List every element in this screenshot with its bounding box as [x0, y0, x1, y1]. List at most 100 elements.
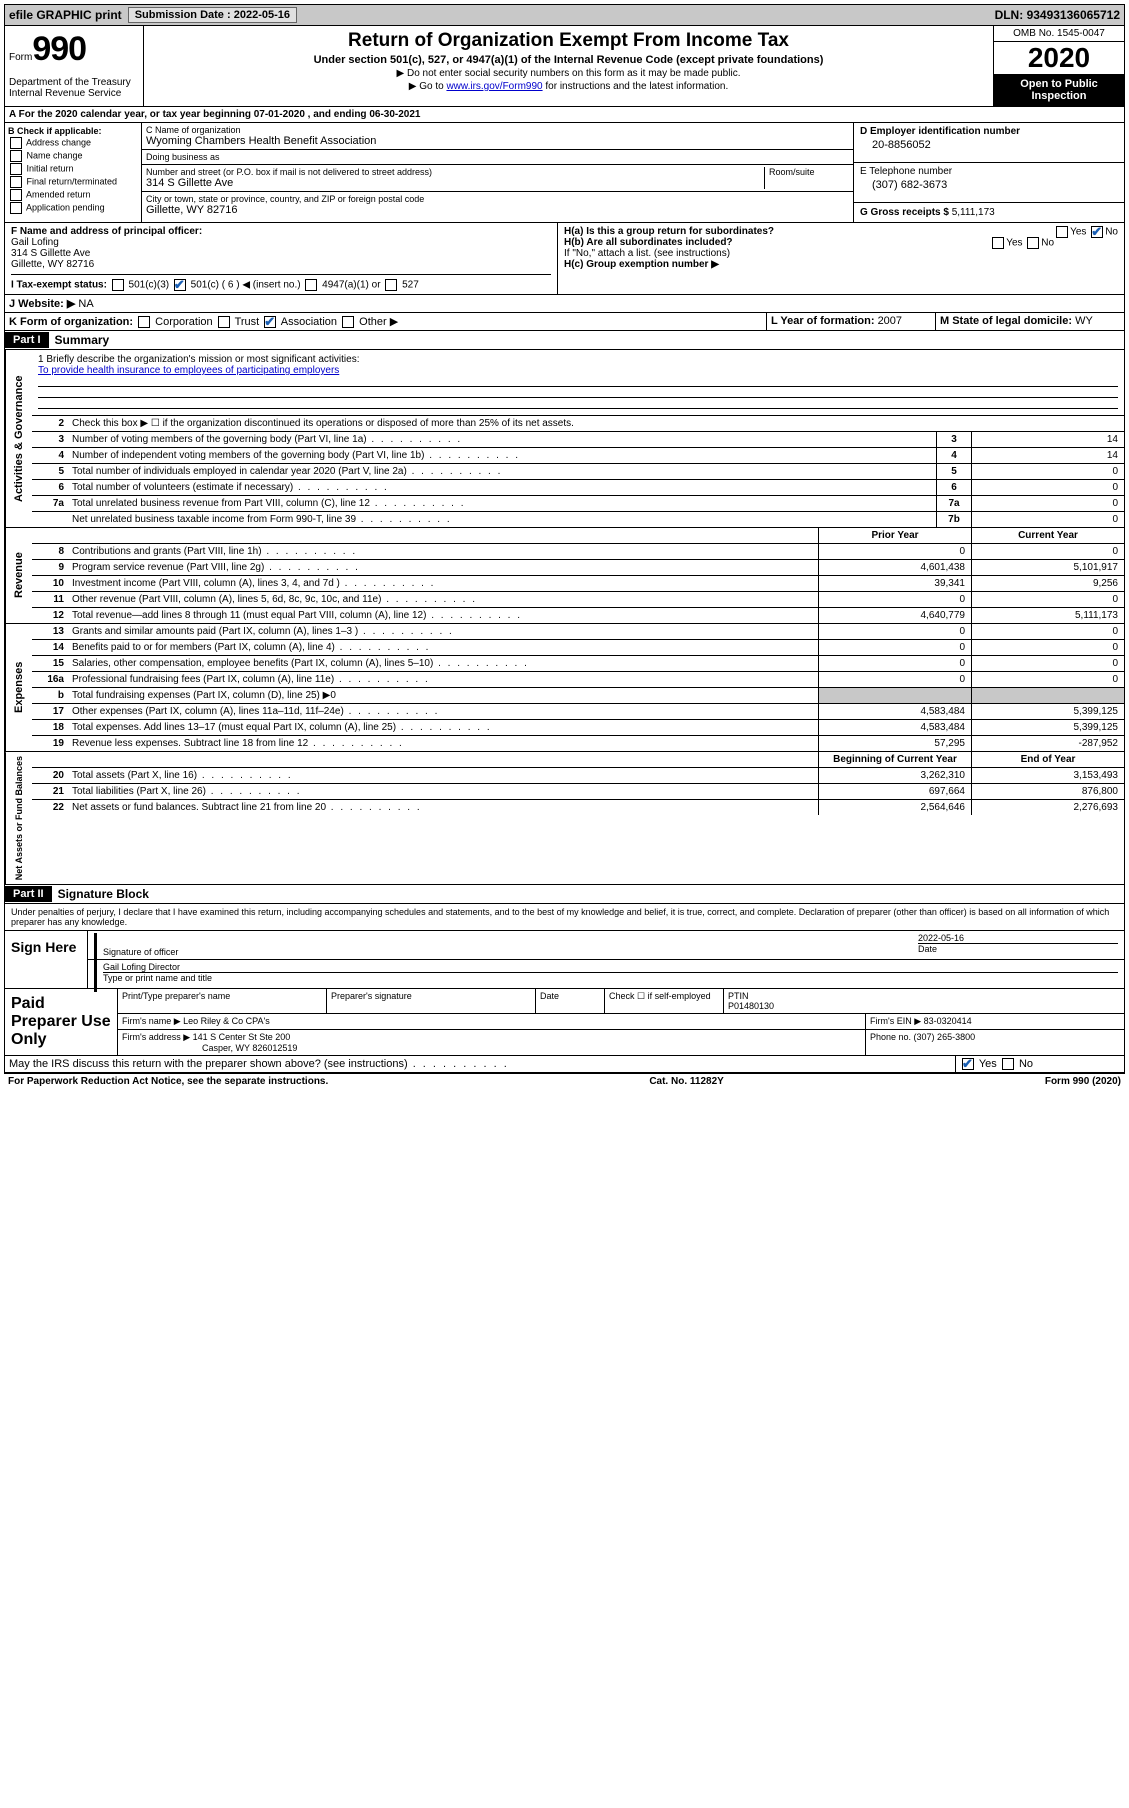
cb-application[interactable]: Application pending	[8, 202, 138, 214]
line-desc: Net unrelated business taxable income fr…	[68, 512, 936, 527]
efile-label: efile GRAPHIC print	[9, 8, 122, 22]
line-value-prior: 39,341	[818, 576, 971, 591]
line-desc: Salaries, other compensation, employee b…	[68, 656, 818, 671]
line-desc: Benefits paid to or for members (Part IX…	[68, 640, 818, 655]
line-num: 21	[32, 784, 68, 799]
table-row: 18 Total expenses. Add lines 13–17 (must…	[32, 720, 1124, 736]
cb-hb-yes[interactable]	[992, 237, 1004, 249]
table-row: 9 Program service revenue (Part VIII, li…	[32, 560, 1124, 576]
top-bar: efile GRAPHIC print Submission Date : 20…	[4, 4, 1125, 26]
line-desc: Total fundraising expenses (Part IX, col…	[68, 688, 818, 703]
cb-name-change[interactable]: Name change	[8, 150, 138, 162]
line-value-current: 5,399,125	[971, 704, 1124, 719]
sig-date-value: 2022-05-16	[918, 933, 1118, 943]
line-box: 6	[936, 480, 971, 495]
dba-label: Doing business as	[146, 152, 849, 162]
line-value-prior	[818, 688, 971, 703]
cb-ha-yes[interactable]	[1056, 226, 1068, 238]
cb-address-change[interactable]: Address change	[8, 137, 138, 149]
current-year-header: Current Year	[971, 528, 1124, 543]
line-value-prior: 0	[818, 672, 971, 687]
line-num: 14	[32, 640, 68, 655]
discuss-text: May the IRS discuss this return with the…	[9, 1058, 509, 1070]
sig-arrow-icon-2	[94, 962, 97, 992]
year-formation-label: L Year of formation:	[771, 315, 878, 327]
room-suite-label: Room/suite	[764, 167, 849, 189]
expenses-label: Expenses	[5, 624, 32, 751]
cb-association[interactable]	[264, 316, 276, 328]
year-formation: 2007	[878, 315, 902, 327]
cb-corporation[interactable]	[138, 316, 150, 328]
cb-501c[interactable]	[174, 279, 186, 291]
cb-hb-no[interactable]	[1027, 237, 1039, 249]
part2-row: Part II Signature Block	[4, 885, 1125, 904]
cb-discuss-yes[interactable]	[962, 1058, 974, 1070]
line-desc: Total number of volunteers (estimate if …	[68, 480, 936, 495]
form990-link[interactable]: www.irs.gov/Form990	[446, 81, 542, 92]
cb-amended[interactable]: Amended return	[8, 189, 138, 201]
cb-501c3[interactable]	[112, 279, 124, 291]
line-value-current: 0	[971, 672, 1124, 687]
cb-527[interactable]	[385, 279, 397, 291]
table-row: 16a Professional fundraising fees (Part …	[32, 672, 1124, 688]
line-value: 0	[971, 464, 1124, 479]
line-num: 12	[32, 608, 68, 623]
beg-year-header: Beginning of Current Year	[818, 752, 971, 767]
state-domicile: WY	[1075, 315, 1093, 327]
cb-final-return[interactable]: Final return/terminated	[8, 176, 138, 188]
phone-value: (307) 682-3673	[860, 177, 1118, 199]
line-box: 4	[936, 448, 971, 463]
revenue-section: Revenue Prior Year Current Year 8 Contri…	[4, 528, 1125, 624]
line-box: 7a	[936, 496, 971, 511]
line-num: 13	[32, 624, 68, 639]
gross-label: G Gross receipts $	[860, 207, 952, 218]
sig-date-label: Date	[918, 943, 1118, 954]
part1-header: Part I	[5, 332, 49, 348]
end-year-header: End of Year	[971, 752, 1124, 767]
table-row: 11 Other revenue (Part VIII, column (A),…	[32, 592, 1124, 608]
line-desc: Professional fundraising fees (Part IX, …	[68, 672, 818, 687]
section-a: A For the 2020 calendar year, or tax yea…	[4, 107, 1125, 123]
table-row: 21 Total liabilities (Part X, line 26) 6…	[32, 784, 1124, 800]
perjury-text: Under penalties of perjury, I declare th…	[5, 904, 1124, 930]
ptin-label: PTIN	[728, 991, 1120, 1001]
line-desc: Total assets (Part X, line 16)	[68, 768, 818, 783]
part2-header: Part II	[5, 886, 52, 902]
ptin-value: P01480130	[728, 1001, 1120, 1011]
line-value-current: 0	[971, 592, 1124, 607]
line-num	[32, 512, 68, 527]
line-desc: Grants and similar amounts paid (Part IX…	[68, 624, 818, 639]
line-num: 18	[32, 720, 68, 735]
cb-ha-no[interactable]	[1091, 226, 1103, 238]
table-row: 12 Total revenue—add lines 8 through 11 …	[32, 608, 1124, 623]
website-value: NA	[78, 298, 93, 310]
footer-mid: Cat. No. 11282Y	[649, 1076, 723, 1087]
sign-here-label: Sign Here	[5, 931, 88, 988]
cb-discuss-no[interactable]	[1002, 1058, 1014, 1070]
line-value-current: 9,256	[971, 576, 1124, 591]
cb-trust[interactable]	[218, 316, 230, 328]
line-value-prior: 4,601,438	[818, 560, 971, 575]
footer: For Paperwork Reduction Act Notice, see …	[4, 1073, 1125, 1089]
cb-other[interactable]	[342, 316, 354, 328]
line-desc: Net assets or fund balances. Subtract li…	[68, 800, 818, 815]
firm-name: Leo Riley & Co CPA's	[183, 1016, 270, 1026]
cb-initial-return[interactable]: Initial return	[8, 163, 138, 175]
instr-ssn: Do not enter social security numbers on …	[148, 68, 989, 79]
line-value-prior: 0	[818, 640, 971, 655]
city-label: City or town, state or province, country…	[146, 194, 849, 204]
cb-4947[interactable]	[305, 279, 317, 291]
line-desc: Contributions and grants (Part VIII, lin…	[68, 544, 818, 559]
officer-typed-name: Gail Lofing Director	[103, 962, 1118, 972]
ein-label: D Employer identification number	[860, 126, 1118, 137]
prep-name-label: Print/Type preparer's name	[118, 989, 327, 1013]
line-desc: Other revenue (Part VIII, column (A), li…	[68, 592, 818, 607]
line-value-prior: 4,640,779	[818, 608, 971, 623]
line-value-current: 0	[971, 656, 1124, 671]
form-number: 990	[32, 30, 86, 68]
firm-addr-label: Firm's address ▶	[122, 1032, 193, 1042]
line-num: b	[32, 688, 68, 703]
netassets-label: Net Assets or Fund Balances	[5, 752, 32, 884]
table-row: 20 Total assets (Part X, line 16) 3,262,…	[32, 768, 1124, 784]
line-2-desc: Check this box ▶ ☐ if the organization d…	[68, 416, 1124, 431]
